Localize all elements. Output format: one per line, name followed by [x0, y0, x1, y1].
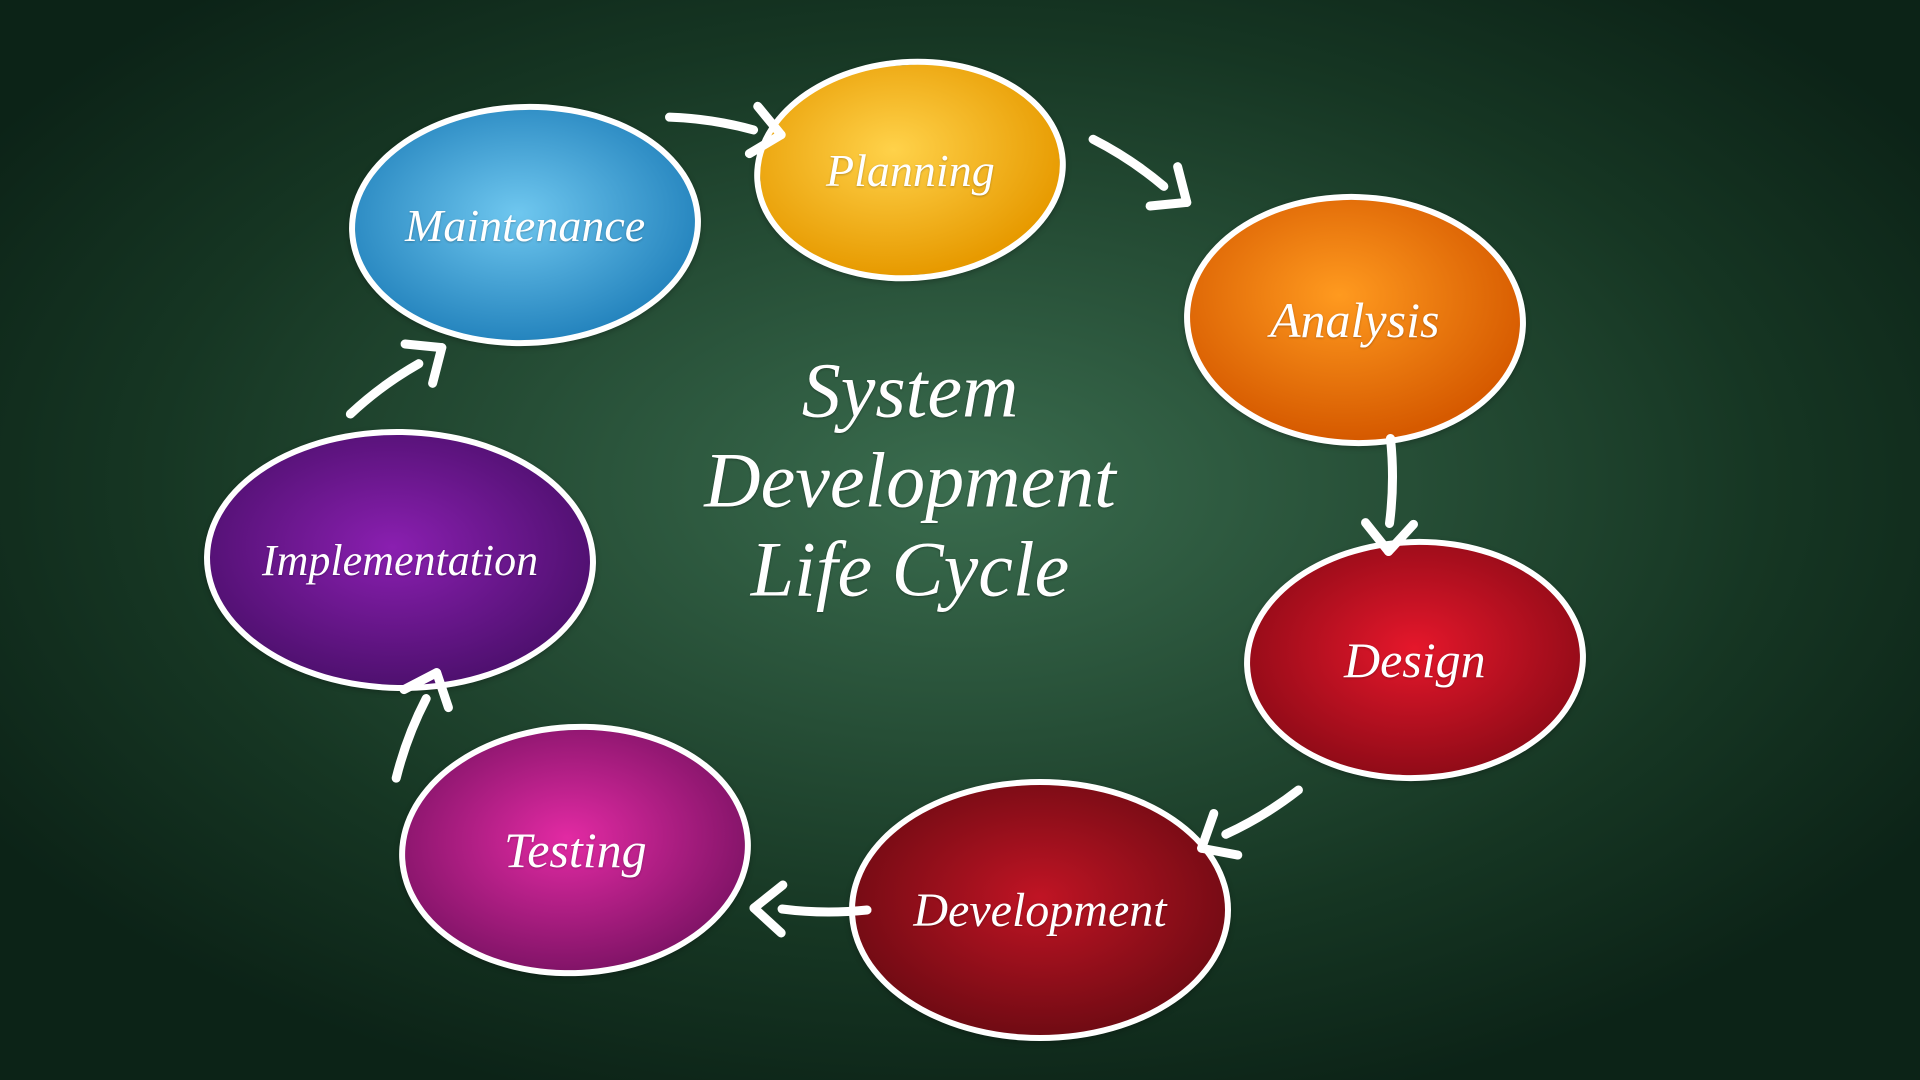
sdlc-diagram: System Development Life Cycle Planning An… — [0, 0, 1920, 1080]
stage-bubble-analysis: Analysis — [1180, 188, 1531, 452]
stage-bubble-label-testing: Testing — [504, 821, 647, 879]
stage-bubble-label-design: Design — [1344, 631, 1486, 689]
stage-bubble-label-maintenance: Maintenance — [405, 199, 645, 252]
arrow-development-to-testing — [748, 884, 873, 936]
arrow-maintenance-to-planning — [660, 91, 789, 160]
stage-bubble-testing: Testing — [393, 715, 758, 985]
stage-bubble-label-implementation: Implementation — [262, 534, 538, 585]
stage-bubble-label-development: Development — [913, 883, 1166, 938]
arrow-design-to-development — [1185, 768, 1316, 871]
stage-bubble-development: Development — [849, 779, 1231, 1041]
stage-bubble-label-analysis: Analysis — [1270, 291, 1439, 349]
stage-bubble-label-planning: Planning — [826, 144, 995, 197]
stage-bubble-planning: Planning — [747, 48, 1074, 291]
arrow-analysis-to-design — [1364, 433, 1416, 558]
arrow-implementation-to-maintenance — [331, 325, 459, 435]
stage-bubble-implementation: Implementation — [202, 426, 599, 695]
arrow-planning-to-analysis — [1076, 115, 1204, 225]
diagram-title: System Development Life Cycle — [704, 345, 1115, 614]
stage-bubble-design: Design — [1240, 533, 1590, 787]
stage-bubble-maintenance: Maintenance — [345, 98, 705, 352]
